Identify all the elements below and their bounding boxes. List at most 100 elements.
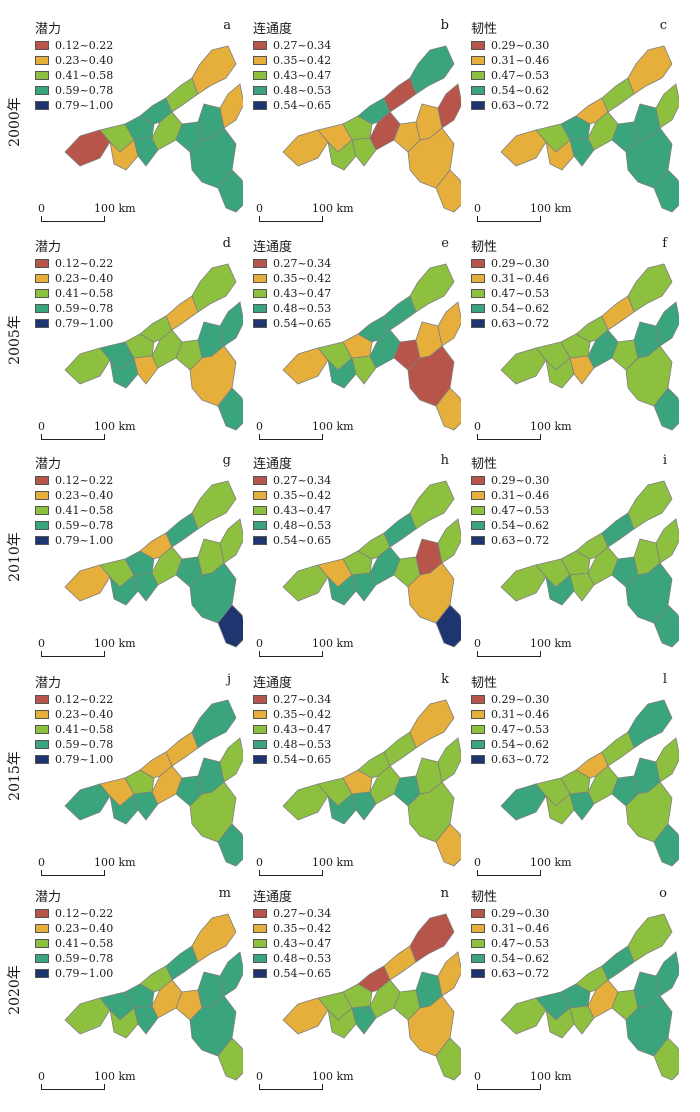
district-region [653, 1037, 679, 1081]
scale-line [41, 1084, 105, 1090]
legend-swatch [253, 476, 267, 485]
district-region [64, 347, 111, 385]
legend-label: 0.41~0.58 [55, 504, 114, 517]
legend-label: 0.43~0.47 [273, 69, 332, 82]
legend-label: 0.43~0.47 [273, 937, 332, 950]
district-region [165, 731, 199, 767]
legend-swatch [35, 909, 49, 918]
scale-bar: 0 100 km [32, 637, 162, 659]
legend-swatch [253, 755, 267, 764]
scale-zero: 0 [256, 1070, 263, 1083]
legend-label: 0.47~0.53 [491, 937, 550, 950]
legend-label: 0.79~1.00 [55, 534, 114, 547]
legend-label: 0.54~0.65 [273, 967, 332, 980]
legend-item: 0.31~0.46 [471, 488, 549, 503]
scale-line [259, 1084, 323, 1090]
district-region [653, 604, 679, 648]
legend-swatch [471, 71, 485, 80]
legend-item: 0.12~0.22 [35, 906, 113, 921]
year-text: 2020年 [7, 965, 24, 1015]
legend-label: 0.54~0.62 [491, 519, 550, 532]
district-region [625, 127, 673, 189]
district-region [191, 263, 237, 313]
scale-bar: 0 100 km [250, 637, 380, 659]
legend-label: 0.54~0.62 [491, 952, 550, 965]
legend-label: 0.35~0.42 [273, 708, 332, 721]
district-region [124, 983, 155, 1009]
scale-distance: 100 km [94, 637, 136, 650]
legend-swatch [253, 304, 267, 313]
legend-swatch [253, 86, 267, 95]
legend-swatch [471, 695, 485, 704]
scale-distance: 100 km [94, 1070, 136, 1083]
legend-label: 0.43~0.47 [273, 287, 332, 300]
scale-line [41, 651, 105, 657]
legend-swatch [253, 536, 267, 545]
district-region [133, 137, 159, 167]
scale-line [477, 870, 541, 876]
legend-swatch [471, 274, 485, 283]
legend-item: 0.59~0.78 [35, 951, 113, 966]
legend-swatch [253, 56, 267, 65]
legend-label: 0.59~0.78 [55, 302, 114, 315]
legend-swatch [471, 909, 485, 918]
district-region [653, 823, 679, 867]
legend-label: 0.63~0.72 [491, 753, 550, 766]
district-region [133, 355, 159, 385]
legend-swatch [35, 259, 49, 268]
map-panel: 韧性 l 0.29~0.30 0.31~0.46 0.47~0.53 0.54~0.62 0… [464, 668, 679, 880]
district-region [383, 945, 417, 981]
panel-letter: i [662, 453, 667, 468]
scale-bar: 0 100 km [250, 856, 380, 878]
legend-item: 0.47~0.53 [471, 68, 549, 83]
district-region [627, 699, 673, 749]
district-region [627, 913, 673, 963]
legend-swatch [253, 274, 267, 283]
legend-swatch [35, 924, 49, 933]
legend-item: 0.54~0.62 [471, 301, 549, 316]
legend-label: 0.41~0.58 [55, 69, 114, 82]
district-map [282, 699, 461, 867]
map-panel: 潜力 a 0.12~0.22 0.23~0.40 0.41~0.58 0.59~0.78 0… [28, 14, 243, 226]
legend-swatch [35, 86, 49, 95]
district-region [655, 518, 679, 564]
legend-swatch [35, 710, 49, 719]
scale-distance: 100 km [312, 420, 354, 433]
scale-zero: 0 [38, 856, 45, 869]
legend-swatch [35, 101, 49, 110]
legend-item: 0.12~0.22 [35, 38, 113, 53]
scale-line [477, 1084, 541, 1090]
scale-bar: 0 100 km [468, 202, 598, 224]
district-region [219, 301, 243, 347]
district-region [437, 737, 461, 783]
scale-bar: 0 100 km [468, 856, 598, 878]
legend-item: 0.31~0.46 [471, 921, 549, 936]
district-region [282, 129, 329, 167]
legend-swatch [471, 725, 485, 734]
district-region [189, 995, 237, 1057]
district-region [407, 781, 455, 843]
legend-label: 0.23~0.40 [55, 489, 114, 502]
scale-zero: 0 [474, 202, 481, 215]
legend-label: 0.27~0.34 [273, 693, 332, 706]
legend-item: 0.54~0.62 [471, 518, 549, 533]
map-panel: 连通度 n 0.27~0.34 0.35~0.42 0.43~0.47 0.48~0.53… [246, 882, 461, 1094]
legend-item: 0.79~1.00 [35, 752, 113, 767]
legend-swatch [471, 86, 485, 95]
legend-item: 0.43~0.47 [253, 936, 331, 951]
district-region [601, 945, 635, 981]
legend-item: 0.41~0.58 [35, 936, 113, 951]
district-region [165, 512, 199, 548]
district-region [560, 115, 591, 141]
district-region [191, 45, 237, 95]
scale-line [259, 434, 323, 440]
legend-swatch [35, 71, 49, 80]
legend-label: 0.12~0.22 [55, 693, 114, 706]
legend-label: 0.54~0.62 [491, 302, 550, 315]
district-map [64, 699, 243, 867]
legend-swatch [471, 491, 485, 500]
legend-item: 0.31~0.46 [471, 53, 549, 68]
legend-label: 0.79~1.00 [55, 99, 114, 112]
legend-label: 0.47~0.53 [491, 69, 550, 82]
scale-line [41, 870, 105, 876]
